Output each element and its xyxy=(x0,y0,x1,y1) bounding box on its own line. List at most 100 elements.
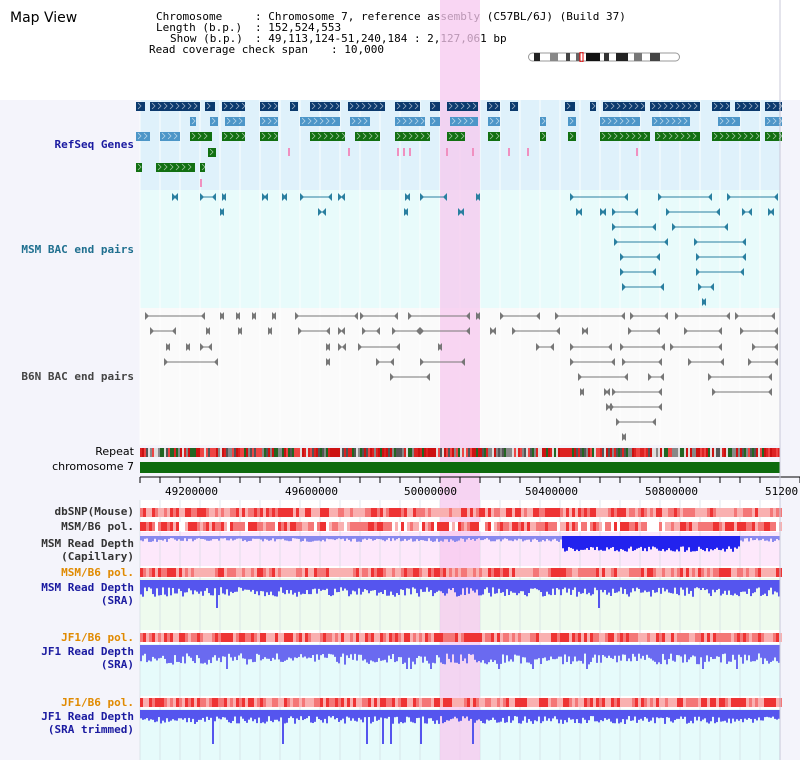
read-depth-bar xyxy=(418,710,420,718)
polymorphism-segment xyxy=(461,508,464,517)
polymorphism-segment xyxy=(443,633,446,642)
polymorphism-segment xyxy=(221,698,224,707)
read-depth-bar xyxy=(352,710,354,719)
repeat-segment xyxy=(626,448,628,457)
read-depth-bar xyxy=(534,580,536,589)
polymorphism-segment xyxy=(467,698,470,707)
read-depth-bar xyxy=(322,536,324,540)
read-depth-bar xyxy=(566,580,568,593)
read-depth-bar xyxy=(412,645,414,662)
read-depth-bar xyxy=(164,580,166,595)
read-depth-bar xyxy=(654,580,656,593)
polymorphism-segment xyxy=(461,698,464,707)
read-depth-bar xyxy=(446,645,448,654)
read-depth-bar xyxy=(608,645,610,656)
repeat-segment xyxy=(192,448,194,457)
polymorphism-segment xyxy=(308,508,311,517)
read-depth-bar xyxy=(242,536,244,542)
polymorphism-segment xyxy=(179,522,182,531)
read-depth-bar xyxy=(524,536,526,541)
read-depth-bar xyxy=(768,536,770,542)
read-depth-bar xyxy=(770,710,772,718)
read-depth-bar xyxy=(322,580,324,590)
bac-end-marker xyxy=(652,418,656,426)
polymorphism-segment xyxy=(773,522,776,531)
polymorphism-segment xyxy=(209,568,212,577)
gene-marker xyxy=(508,148,510,156)
chromosome-ideogram[interactable] xyxy=(528,52,680,62)
bac-end-marker xyxy=(624,373,628,381)
read-depth-bar xyxy=(404,710,406,723)
read-depth-bar xyxy=(296,536,298,539)
read-depth-bar xyxy=(778,710,780,719)
bac-end-marker xyxy=(512,327,516,335)
repeat-segment xyxy=(248,448,250,457)
repeat-segment xyxy=(244,448,246,457)
polymorphism-segment xyxy=(770,522,773,531)
read-depth-bar xyxy=(436,645,438,656)
read-depth-bar xyxy=(272,536,274,539)
gene-strand-mark xyxy=(737,132,742,140)
bac-end-marker xyxy=(172,327,176,335)
read-depth-bar xyxy=(736,536,738,549)
read-depth-bar xyxy=(718,710,720,718)
gene-strand-mark xyxy=(169,163,174,171)
read-depth-bar xyxy=(660,536,662,551)
repeat-segment xyxy=(140,448,142,457)
bac-end-marker xyxy=(696,253,700,261)
read-depth-bar xyxy=(550,645,552,657)
gene-strand-mark xyxy=(351,117,356,125)
polymorphism-segment xyxy=(758,568,761,577)
read-depth-bar xyxy=(378,645,380,659)
gene-strand-mark xyxy=(261,132,266,140)
read-depth-bar xyxy=(384,580,386,590)
gene-strand-mark xyxy=(643,132,648,140)
polymorphism-segment xyxy=(533,522,536,531)
polymorphism-segment xyxy=(260,698,263,707)
bac-end-marker xyxy=(338,327,342,335)
bac-end-marker xyxy=(201,312,205,320)
read-depth-bar xyxy=(222,536,224,539)
read-depth-bar xyxy=(652,536,654,547)
read-depth-bar xyxy=(608,580,610,593)
repeat-segment xyxy=(186,448,188,457)
read-depth-bar xyxy=(734,710,736,722)
polymorphism-segment xyxy=(308,522,311,531)
gene-marker xyxy=(397,148,399,156)
gene-feature xyxy=(650,102,700,111)
polymorphism-segment xyxy=(200,698,203,707)
repeat-segment xyxy=(632,448,634,457)
polymorphism-segment xyxy=(737,522,740,531)
read-depth-bar xyxy=(532,645,534,669)
polymorphism-segment xyxy=(527,633,530,642)
gene-marker xyxy=(288,148,290,156)
gene-strand-mark xyxy=(414,102,419,110)
polymorphism-segment xyxy=(722,568,725,577)
read-depth-bar xyxy=(528,645,530,663)
polymorphism-segment xyxy=(221,633,224,642)
polymorphism-segment xyxy=(251,633,254,642)
repeat-segment xyxy=(728,448,730,457)
polymorphism-segment xyxy=(278,568,281,577)
polymorphism-segment xyxy=(557,633,560,642)
polymorphism-segment xyxy=(407,508,410,517)
read-depth-bar xyxy=(266,536,268,540)
polymorphism-segment xyxy=(242,698,245,707)
gene-strand-mark xyxy=(755,132,760,140)
polymorphism-segment xyxy=(194,568,197,577)
read-depth-bar xyxy=(520,645,522,664)
read-depth-bar xyxy=(592,536,594,548)
polymorphism-segment xyxy=(419,508,422,517)
read-depth-bar xyxy=(488,710,490,721)
repeat-segment xyxy=(404,448,406,457)
read-depth-bar xyxy=(374,580,376,591)
repeat-segment xyxy=(152,448,154,457)
read-depth-bar xyxy=(720,645,722,663)
polymorphism-segment xyxy=(626,633,629,642)
read-depth-bar xyxy=(610,536,612,548)
read-depth-bar xyxy=(694,536,696,552)
bac-end-marker xyxy=(236,312,240,320)
read-depth-bar xyxy=(280,580,282,588)
polymorphism-segment xyxy=(257,633,260,642)
